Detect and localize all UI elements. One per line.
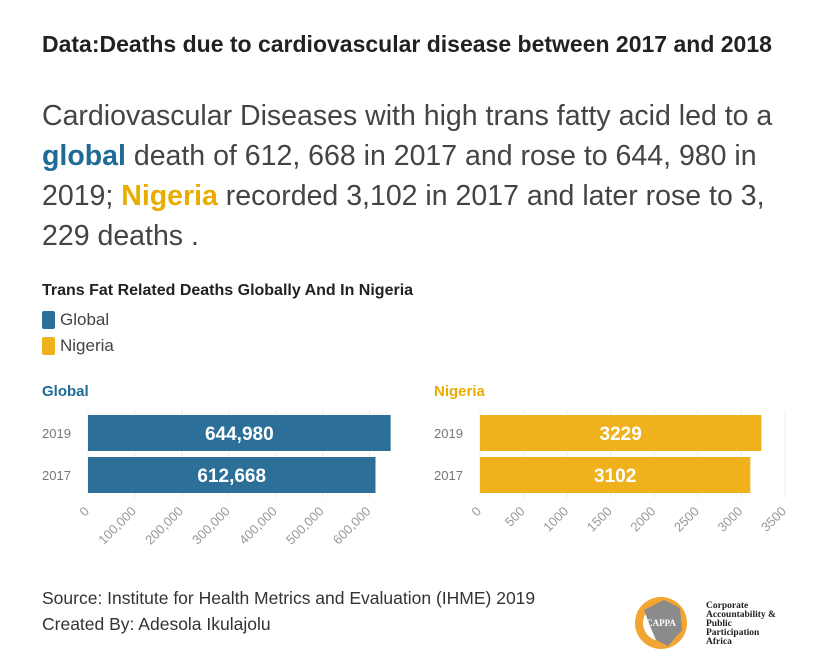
subtitle-global-highlight: global	[42, 140, 126, 172]
source-text: Source: Institute for Health Metrics and…	[42, 588, 536, 608]
subtitle: Cardiovascular Diseases with high trans …	[42, 96, 802, 256]
global-bar	[88, 457, 376, 493]
logo-line-1: Corporate	[706, 601, 748, 611]
legend-swatch-global	[42, 311, 55, 329]
global-bar	[88, 415, 391, 451]
nigeria-tick-label: 1000	[540, 504, 571, 535]
cappa-logo: CAPPA Corporate Accountability & Public …	[635, 597, 776, 649]
credit-text: Created By: Adesola Ikulajolu	[42, 614, 271, 634]
global-tick-label: 400,000	[236, 504, 280, 548]
africa-icon	[644, 600, 682, 646]
global-tick-label: 300,000	[189, 504, 233, 548]
global-tick-label: 0	[76, 504, 92, 520]
nigeria-tick-label: 0	[468, 504, 484, 520]
nigeria-tick-label: 2500	[671, 504, 702, 535]
logo-mark: CAPPA	[646, 618, 676, 628]
global-category-label: 2017	[42, 468, 71, 483]
subtitle-nigeria-highlight: Nigeria	[121, 180, 218, 212]
subtitle-part-1: Cardiovascular Diseases with high trans …	[42, 100, 773, 132]
footer: Source: Institute for Health Metrics and…	[42, 585, 535, 637]
legend-swatch-nigeria	[42, 337, 55, 355]
global-tick-label: 100,000	[95, 504, 139, 548]
nigeria-tick-label: 1500	[584, 504, 615, 535]
global-panel: Global 2019 644,980 2017 612,668 0 100,000 200,…	[42, 383, 391, 548]
legend-label-global: Global	[60, 310, 110, 329]
legend-label-nigeria: Nigeria	[60, 336, 114, 355]
nigeria-tick-label: 500	[502, 504, 528, 530]
subtitle-part-2: death of 612, 668 in 2017 and rose to 64…	[42, 140, 757, 212]
nigeria-bar	[480, 415, 762, 451]
chart-title: Trans Fat Related Deaths Globally And In…	[42, 282, 414, 299]
global-data-label: 612,668	[197, 466, 266, 487]
nigeria-category-label: 2017	[434, 468, 463, 483]
nigeria-panel-title: Nigeria	[434, 383, 486, 400]
global-tick-label: 500,000	[283, 504, 327, 548]
nigeria-tick-label: 3500	[758, 504, 789, 535]
nigeria-bar	[480, 457, 751, 493]
global-tick-label: 600,000	[330, 504, 374, 548]
nigeria-tick-label: 3000	[714, 504, 745, 535]
legend-item-global: Global	[42, 307, 114, 333]
logo-line-5: Africa	[706, 637, 732, 647]
legend-item-nigeria: Nigeria	[42, 333, 114, 359]
logo-line-2: Accountability &	[706, 610, 776, 620]
nigeria-data-label: 3102	[594, 466, 636, 487]
global-panel-title: Global	[42, 383, 89, 400]
chart-legend: Global Nigeria	[42, 307, 114, 359]
global-data-label: 644,980	[205, 424, 274, 445]
logo-line-3: Public	[706, 619, 732, 629]
global-tick-label: 200,000	[142, 504, 186, 548]
logo-line-4: Participation	[706, 628, 760, 638]
subtitle-part-3: recorded 3,102 in 2017 and later rose to…	[42, 180, 765, 252]
nigeria-panel: Nigeria 2019 3229 2017 3102 0 500 1000 1500 2000 2…	[434, 383, 789, 535]
page-title: Data:Deaths due to cardiovascular diseas…	[42, 31, 772, 57]
nigeria-category-label: 2019	[434, 426, 463, 441]
global-category-label: 2019	[42, 426, 71, 441]
nigeria-tick-label: 2000	[627, 504, 658, 535]
nigeria-data-label: 3229	[600, 424, 642, 445]
